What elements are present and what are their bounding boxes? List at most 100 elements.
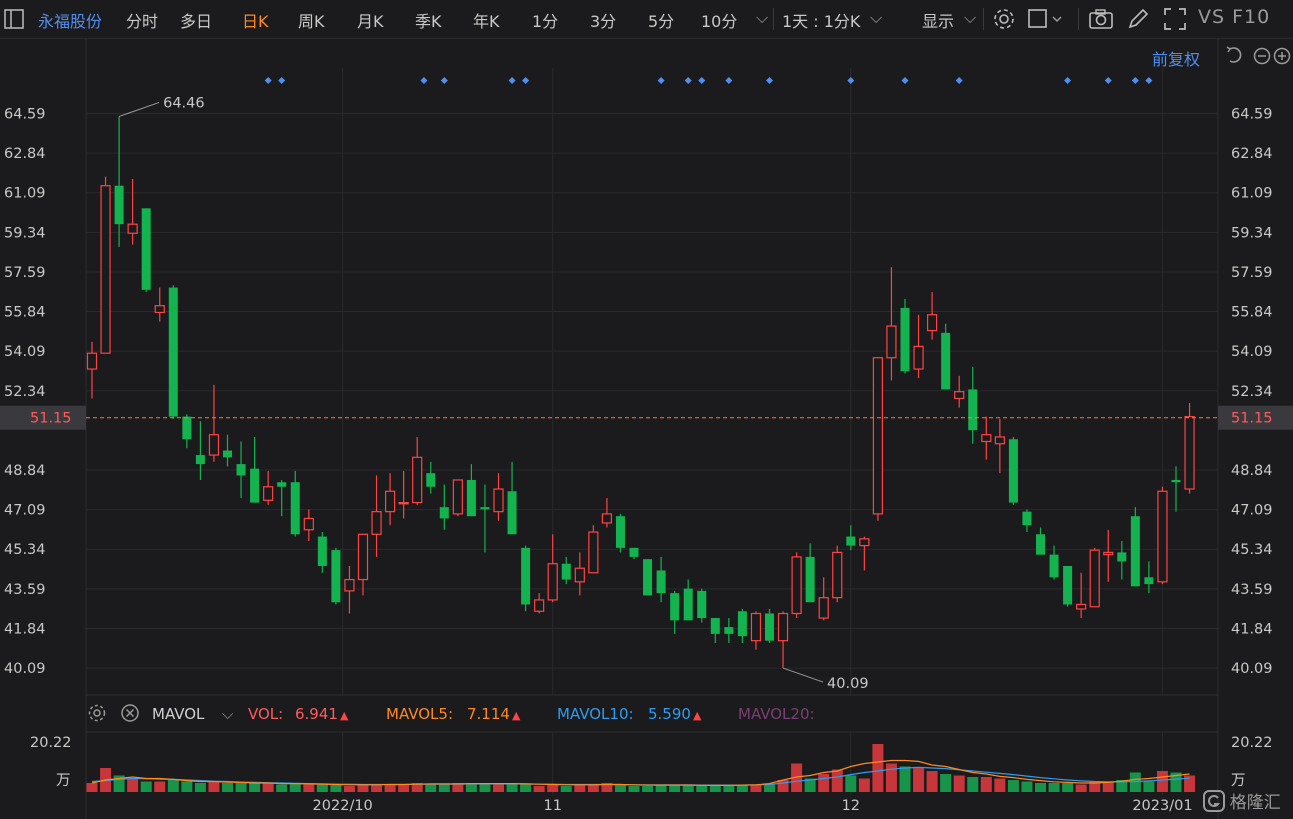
y-tick-label-right: 61.09: [1231, 186, 1273, 202]
camera-icon[interactable]: [1088, 6, 1114, 32]
volume-indicator-select[interactable]: MAVOL: [152, 705, 205, 723]
tab-3min[interactable]: 3分: [590, 12, 617, 31]
tab-quarterly-k[interactable]: 季K: [415, 12, 442, 31]
y-tick-label-right: 52.34: [1231, 384, 1273, 400]
pencil-icon[interactable]: [1125, 6, 1151, 32]
current-price-tag-left: [0, 405, 86, 430]
period-select[interactable]: 1天 : 1分K: [782, 12, 861, 31]
candle-body: [1036, 534, 1045, 555]
candle-body: [886, 325, 897, 359]
tab-5min[interactable]: 5分: [648, 12, 675, 31]
candle-body: [385, 490, 396, 513]
box-select-icon[interactable]: [1027, 6, 1062, 32]
volume-bar: [1184, 775, 1196, 792]
volume-unit-label-left: 万: [56, 773, 71, 789]
volume-bar: [371, 784, 383, 792]
volume-bar: [872, 744, 884, 792]
candle-body: [86, 352, 98, 370]
candle-body: [1144, 577, 1154, 585]
tab-weekly-k[interactable]: 周K: [298, 12, 325, 31]
more-periods-chevron-icon[interactable]: ⌵: [756, 8, 769, 27]
gear-icon[interactable]: [991, 6, 1017, 32]
candle-body: [114, 185, 124, 225]
volume-bar: [994, 778, 1006, 792]
volume-bar: [669, 784, 681, 792]
volume-bar: [493, 783, 504, 792]
mavol5-label: MAVOL5:: [386, 705, 454, 723]
volume-bar: [1062, 783, 1074, 792]
period-select-chevron-icon[interactable]: ⌵: [870, 8, 883, 27]
tab-10min[interactable]: 10分: [701, 12, 738, 31]
candle-body: [994, 436, 1005, 445]
candle-body: [1089, 549, 1100, 608]
volume-bar: [858, 778, 870, 792]
tab-multiday[interactable]: 多日: [180, 12, 213, 31]
volume-settings-gear-icon[interactable]: [87, 703, 107, 723]
volume-bar: [547, 784, 559, 792]
vs-f10-button[interactable]: VS F10: [1198, 6, 1271, 28]
display-button[interactable]: 显示: [922, 12, 955, 31]
low-annotation-leader: [782, 667, 824, 683]
volume-bar: [723, 786, 735, 792]
candle-body: [439, 507, 449, 519]
volume-bar: [1021, 781, 1033, 792]
volume-bar: [764, 784, 775, 792]
y-tick-label-left: 43.59: [4, 582, 46, 598]
candle-body: [1130, 516, 1140, 587]
display-chevron-icon[interactable]: ⌵: [964, 8, 977, 27]
candle-body: [195, 455, 205, 465]
candle-body: [452, 479, 463, 515]
tab-daily-k[interactable]: 日K: [242, 12, 269, 31]
volume-bar: [777, 780, 789, 792]
y-tick-label-right: 59.34: [1231, 225, 1273, 241]
restore-rights-label[interactable]: 前复权: [1152, 50, 1201, 69]
volume-bar: [614, 784, 626, 792]
candle-body: [750, 612, 762, 642]
zoom-out-icon[interactable]: [1253, 47, 1271, 65]
volume-indicator-chevron-icon[interactable]: ⌵: [222, 705, 234, 723]
volume-bar: [425, 784, 437, 792]
volume-bar: [181, 781, 193, 792]
volume-bar: [398, 784, 410, 792]
volume-bar: [140, 781, 152, 792]
tab-intraday[interactable]: 分时: [126, 12, 159, 31]
candle-body: [926, 314, 938, 332]
candle-body: [643, 559, 653, 596]
candle-body: [357, 533, 369, 581]
volume-close-icon[interactable]: [120, 703, 140, 723]
candle-body: [317, 536, 327, 566]
fullscreen-icon[interactable]: [1162, 6, 1188, 32]
volume-bar: [642, 786, 654, 792]
candle-body: [263, 486, 274, 501]
volume-bar: [845, 775, 857, 792]
stock-name[interactable]: 永福股份: [38, 12, 103, 31]
volume-bar: [208, 781, 220, 792]
event-marker-icon: [698, 77, 706, 84]
y-tick-label-left: 52.34: [4, 384, 46, 400]
sidebar-toggle-icon[interactable]: [4, 9, 24, 29]
candle-body: [182, 416, 192, 440]
candle-body: [1008, 439, 1018, 503]
candle-body: [521, 547, 531, 605]
event-marker-icon: [1145, 77, 1153, 84]
x-tick-label: 2022/10: [313, 798, 373, 814]
tab-monthly-k[interactable]: 月K: [357, 12, 384, 31]
candle-body: [777, 612, 789, 642]
candle-body: [588, 531, 599, 574]
y-tick-label-left: 59.34: [4, 225, 46, 241]
volume-bar: [818, 774, 830, 792]
toolbar: 永福股份 分时 多日 日K 周K 月K 季K 年K 1分 3分 5分 10分 ⌵…: [0, 0, 1293, 39]
candle-body: [913, 345, 924, 370]
candle-body: [791, 556, 802, 615]
tab-yearly-k[interactable]: 年K: [473, 12, 500, 31]
current-price-label-right: 51.15: [1231, 411, 1273, 427]
zoom-in-icon[interactable]: [1273, 47, 1291, 65]
candle-body: [832, 551, 843, 599]
volume-bar: [303, 784, 315, 792]
candle-body: [412, 456, 423, 504]
vol-up-arrow-icon: ▲: [340, 709, 349, 722]
mavol10-value: 5.590: [648, 705, 691, 723]
undo-icon[interactable]: [1224, 45, 1244, 65]
tab-1min[interactable]: 1分: [532, 12, 559, 31]
